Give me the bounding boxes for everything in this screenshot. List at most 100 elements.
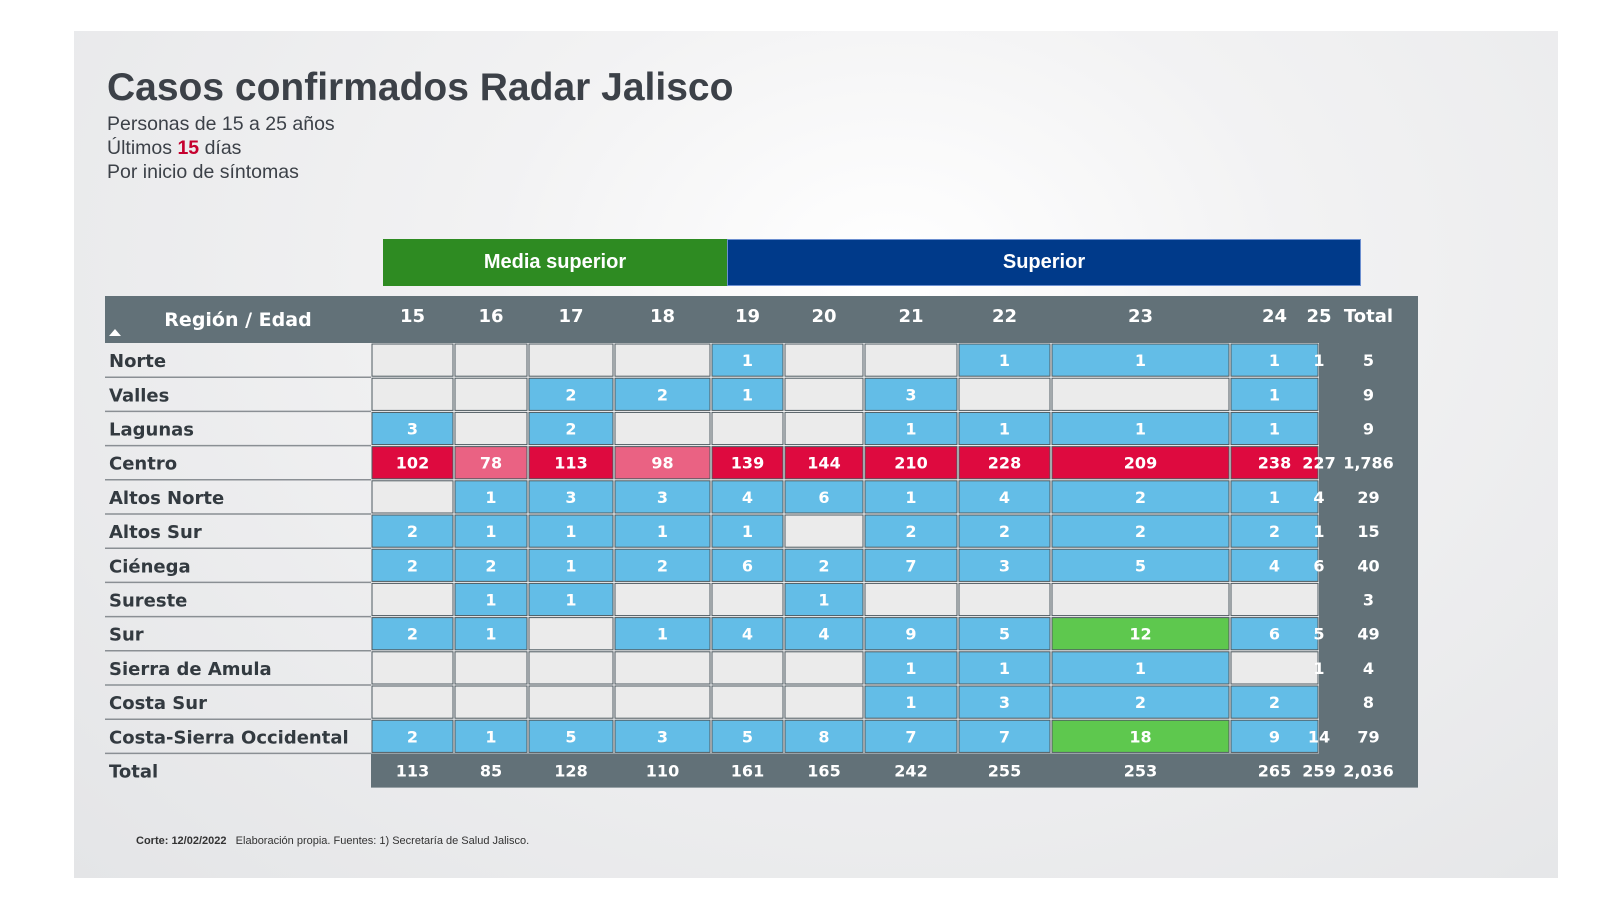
- cell-value: 18: [1129, 727, 1151, 746]
- heatmap-cell: [864, 651, 958, 685]
- cell-value: 1: [1313, 351, 1324, 370]
- heatmap-cell: [1051, 685, 1230, 719]
- cell-value: 3: [565, 488, 576, 507]
- column-header: 23: [1128, 306, 1153, 327]
- cell-value: 2: [1269, 522, 1280, 541]
- heatmap-cell: [454, 651, 528, 685]
- column-total: 259: [1302, 762, 1335, 781]
- cell-value: 2: [485, 556, 496, 575]
- heatmap-cell: [454, 446, 528, 480]
- heatmap-cell: [784, 651, 864, 685]
- heatmap-cell: [614, 343, 711, 377]
- cell-value: 102: [396, 454, 429, 473]
- row-label: Centro: [109, 454, 177, 475]
- cell-value: 1: [485, 625, 496, 644]
- heatmap-cell: [711, 719, 784, 753]
- cell-value: 7: [999, 727, 1010, 746]
- cell-value: 6: [1269, 625, 1280, 644]
- row-total: 49: [1357, 625, 1379, 644]
- cell-value: 2: [657, 385, 668, 404]
- heatmap-cell: [454, 514, 528, 548]
- cell-value: 1: [485, 522, 496, 541]
- cell-value: 2: [407, 727, 418, 746]
- row-label: Altos Norte: [109, 488, 224, 509]
- cell-value: 2: [818, 556, 829, 575]
- cell-value: 1: [1313, 659, 1324, 678]
- heatmap-cell: [1230, 582, 1319, 617]
- cell-value: 2: [1135, 488, 1146, 507]
- cell-value: 98: [651, 454, 673, 473]
- grand-total: 2,036: [1343, 762, 1394, 781]
- heatmap-cell: [1051, 719, 1230, 753]
- column-header: 19: [735, 306, 760, 327]
- heatmap-cell: [711, 480, 784, 514]
- column-total: 113: [396, 762, 429, 781]
- cell-value: 12: [1129, 625, 1151, 644]
- heatmap-cell: [1230, 617, 1319, 651]
- heatmap-cell: [864, 548, 958, 582]
- cell-value: 2: [407, 556, 418, 575]
- group-superior: Superior: [727, 239, 1361, 286]
- heatmap-cell: [528, 685, 614, 719]
- heatmap-cell: [711, 514, 784, 548]
- heatmap-cell: [1230, 446, 1319, 480]
- heatmap-cell: [1051, 651, 1230, 685]
- cell-value: 1: [657, 625, 668, 644]
- cell-value: 3: [657, 488, 668, 507]
- heatmap-cell: [371, 480, 454, 514]
- heatmap-cell: [614, 685, 711, 719]
- cell-value: 2: [407, 522, 418, 541]
- heatmap-cell: [528, 480, 614, 514]
- heatmap-cell: [371, 582, 454, 617]
- row-total: 4: [1363, 659, 1374, 678]
- cell-value: 5: [1313, 625, 1324, 644]
- heatmap-cell: [864, 411, 958, 446]
- heatmap-cell: [1230, 514, 1319, 548]
- subtitle-days-number: 15: [177, 137, 200, 159]
- heatmap-cell: [958, 514, 1051, 548]
- cell-value: 2: [999, 522, 1010, 541]
- subtitle-age-range: Personas de 15 a 25 años: [107, 113, 335, 135]
- heatmap-cell: [958, 343, 1051, 377]
- cell-value: 4: [1269, 556, 1280, 575]
- heatmap-cell: [614, 548, 711, 582]
- heatmap-cell: [711, 377, 784, 411]
- row-total: 8: [1363, 693, 1374, 712]
- heatmap-cell: [528, 514, 614, 548]
- heatmap-cell: [454, 719, 528, 753]
- cell-value: 3: [999, 556, 1010, 575]
- row-total: 40: [1357, 556, 1379, 575]
- heatmap-cell: [454, 480, 528, 514]
- heatmap-cell: [528, 719, 614, 753]
- cell-value: 209: [1124, 454, 1157, 473]
- heatmap-cell: [1051, 582, 1230, 617]
- heatmap-cell: [711, 446, 784, 480]
- subtitle-criterion: Por inicio de síntomas: [107, 161, 299, 183]
- cell-value: 7: [905, 727, 916, 746]
- row-header-label: Región / Edad: [164, 309, 311, 331]
- heatmap-cell: [528, 411, 614, 446]
- heatmap-cell: [614, 651, 711, 685]
- subtitle-days: Últimos 15 días: [107, 137, 241, 160]
- cell-value: 9: [1269, 727, 1280, 746]
- heatmap-cell: [864, 617, 958, 651]
- heatmap-cell: [958, 446, 1051, 480]
- heatmap-cell: [784, 343, 864, 377]
- cell-value: 210: [894, 454, 927, 473]
- cell-value: 2: [565, 420, 576, 439]
- heatmap-cell: [958, 480, 1051, 514]
- heatmap-cell: [614, 480, 711, 514]
- cell-value: 1: [905, 659, 916, 678]
- row-total: 29: [1357, 488, 1379, 507]
- row-label: Valles: [109, 385, 169, 406]
- row-total: 5: [1363, 351, 1374, 370]
- heatmap-cell: [1230, 548, 1319, 582]
- cell-value: 6: [818, 488, 829, 507]
- column-header: 16: [478, 306, 503, 327]
- cell-value: 1: [1135, 659, 1146, 678]
- cell-value: 238: [1258, 454, 1291, 473]
- heatmap-cell: [371, 411, 454, 446]
- heatmap-cell: [454, 582, 528, 617]
- sort-triangle-icon: [109, 329, 121, 336]
- group-media-superior: Media superior: [383, 239, 727, 286]
